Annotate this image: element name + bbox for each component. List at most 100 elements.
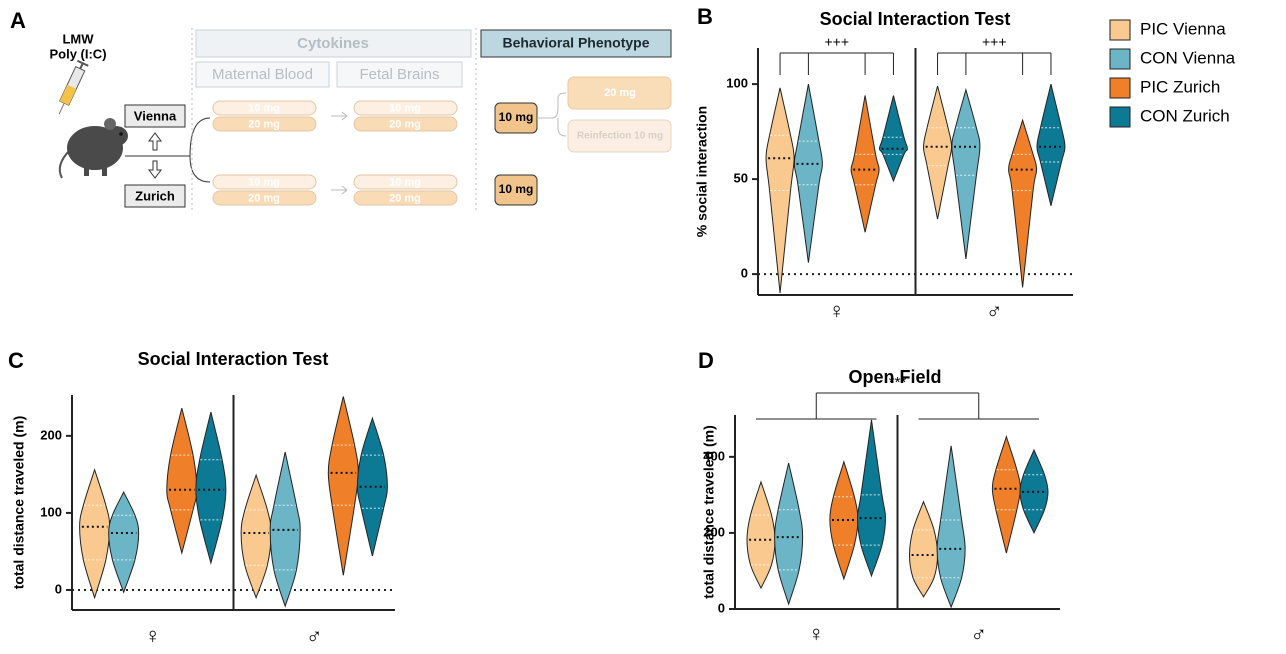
- column-box: [336, 61, 463, 88]
- violin: [991, 435, 1021, 554]
- legend-swatch: [1109, 106, 1131, 128]
- violin: [195, 411, 227, 565]
- legend-swatch: [1109, 77, 1131, 99]
- dose-pill: [212, 190, 317, 206]
- annotation: +++: [982, 34, 1007, 50]
- y-tick-label: 0: [718, 600, 725, 615]
- column-box: [195, 61, 330, 88]
- y-tick-label: 200: [703, 524, 725, 539]
- significance-bracket: [937, 52, 1052, 75]
- follow-box: [567, 119, 672, 153]
- arrow-down: [148, 160, 162, 179]
- dose-pill: [353, 190, 458, 206]
- legend-label: PIC Vienna: [1140, 19, 1226, 38]
- x-tick-label: ♀: [145, 623, 162, 648]
- legend-swatch: [1109, 19, 1131, 41]
- annotation: +++: [824, 34, 849, 50]
- y-tick-label: 400: [703, 448, 725, 463]
- x-tick-label: ♂: [986, 298, 1003, 323]
- violin: [908, 500, 939, 598]
- follow-label: 20 mg: [604, 87, 636, 99]
- chart-panel: C Social Interaction Test total distance t…: [8, 348, 395, 648]
- chart-title: Social Interaction Test: [820, 9, 1011, 29]
- violin: [240, 473, 272, 600]
- violin: [327, 396, 359, 576]
- violin: [356, 416, 388, 557]
- panel-label: A: [10, 8, 26, 33]
- dose-label: 20 mg: [248, 192, 280, 204]
- dose-label: 20 mg: [389, 118, 421, 130]
- arrow-up: [148, 132, 162, 151]
- annotation: ***: [889, 374, 907, 391]
- y-axis-label: total distance traveled (m): [11, 416, 27, 590]
- dose-label: 20 mg: [248, 118, 280, 130]
- panel-label: C: [8, 348, 24, 373]
- site-box: [124, 184, 186, 208]
- violin: [878, 95, 908, 183]
- violin: [856, 419, 887, 578]
- violin: [108, 490, 140, 594]
- violin: [774, 462, 804, 606]
- violin: [923, 85, 953, 220]
- violin: [1008, 118, 1038, 288]
- follow-box: [567, 76, 672, 110]
- y-tick-label: 100: [40, 504, 62, 519]
- flow-arrow: [331, 111, 348, 121]
- header-label: Cytokines: [297, 35, 369, 52]
- syringe: [58, 59, 89, 115]
- site-label: Zurich: [135, 188, 175, 203]
- header-label: Behavioral Phenotype: [502, 35, 649, 51]
- y-axis-label: % social interaction: [694, 106, 710, 237]
- site-box: [124, 104, 186, 128]
- dose-label: 20 mg: [389, 192, 421, 204]
- y-tick-label: 100: [726, 76, 748, 91]
- header-box: [195, 29, 472, 58]
- charts: B Social Interaction Test % social interac…: [8, 4, 1236, 648]
- dose-pill: [212, 174, 317, 190]
- significance-bracket: [756, 392, 1039, 420]
- x-tick-label: ♀: [808, 621, 825, 646]
- dose-label: 10 mg: [389, 176, 421, 188]
- violin: [850, 95, 880, 233]
- mouse: [58, 118, 128, 179]
- dose-label: 10 mg: [248, 176, 280, 188]
- violin: [746, 480, 776, 590]
- chart-title: Open Field: [848, 367, 941, 387]
- y-tick-label: 50: [734, 171, 748, 186]
- legend-label: CON Vienna: [1140, 48, 1236, 67]
- dose-label: 10 mg: [389, 102, 421, 114]
- injection-label: LMW: [62, 31, 94, 46]
- dose-pill: [353, 116, 458, 132]
- x-tick-label: ♀: [829, 298, 846, 323]
- dose-label: 10 mg: [248, 102, 280, 114]
- site-label: Vienna: [134, 108, 177, 123]
- legend-label: PIC Zurich: [1140, 77, 1220, 96]
- violin: [1036, 83, 1066, 206]
- header-box: [480, 29, 672, 58]
- chart-panel: D Open Field total distance traveled (m)0 2…: [698, 348, 1060, 646]
- violin: [166, 407, 198, 555]
- y-axis-label: total distance traveled (m): [701, 425, 717, 599]
- x-tick-label: ♂: [971, 621, 988, 646]
- legend-label: CON Zurich: [1140, 106, 1230, 125]
- violin: [951, 87, 981, 259]
- column-label: Fetal Brains: [359, 66, 439, 83]
- dose-pill: [212, 100, 317, 116]
- panel-label: D: [698, 348, 714, 373]
- violin: [936, 445, 966, 609]
- violin: [269, 451, 301, 608]
- branch-lines: [125, 117, 211, 183]
- chart-title: Social Interaction Test: [138, 349, 329, 369]
- dose-pill: [353, 174, 458, 190]
- x-tick-label: ♂: [306, 623, 323, 648]
- dose-box: [494, 174, 538, 206]
- dose-pill: [353, 100, 458, 116]
- flow-arrow: [331, 185, 348, 195]
- panel-a: A LMW Poly (I:C) Vienna Zurich Cytokines: [10, 8, 672, 210]
- y-tick-label: 0: [55, 581, 62, 596]
- chart-panel: B Social Interaction Test % social interac…: [694, 4, 1236, 323]
- dose-label: 10 mg: [499, 110, 534, 124]
- y-tick-label: 200: [40, 427, 62, 442]
- panel-label: B: [697, 4, 713, 29]
